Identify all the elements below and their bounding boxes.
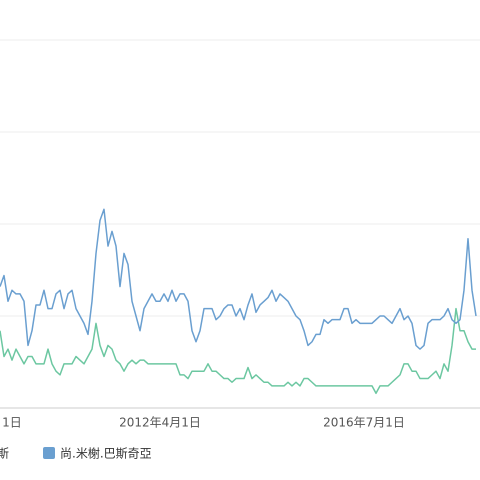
x-tick-label: 2012年4月1日 <box>119 416 201 430</box>
legend-marker <box>43 447 55 459</box>
series-line <box>0 208 477 350</box>
x-tick-label: 2016年7月1日 <box>323 416 405 430</box>
legend-label: 斯 <box>0 447 9 461</box>
series-line <box>0 307 476 395</box>
legend-label: 尚.米榭.巴斯奇亞 <box>60 446 152 461</box>
x-tick-label: 1日 <box>2 416 22 430</box>
